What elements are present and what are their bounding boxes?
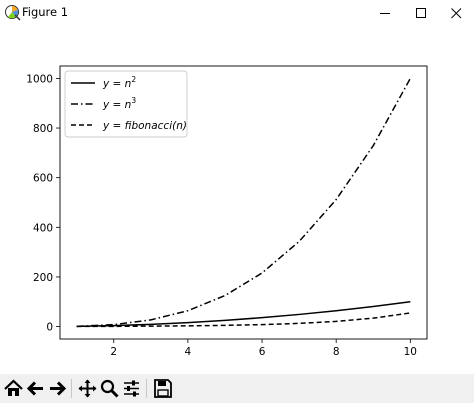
- y-tick-label: 400: [33, 222, 53, 234]
- y-tick-label: 800: [33, 123, 53, 135]
- back-button[interactable]: [25, 378, 46, 399]
- configure-subplots-icon: [124, 380, 139, 397]
- title-bar: Figure 1: [0, 0, 474, 26]
- pan-icon: [78, 379, 97, 398]
- configure-subplots-button[interactable]: [121, 378, 142, 399]
- legend-label-3: y = fibonacci(n): [102, 120, 187, 132]
- x-tick-label: 2: [110, 346, 117, 358]
- pan-button[interactable]: [77, 378, 98, 399]
- forward-arrow-icon: [50, 381, 67, 396]
- close-button[interactable]: [438, 0, 474, 26]
- x-tick-label: 8: [333, 346, 340, 358]
- minimize-icon: [380, 13, 390, 14]
- minimize-button[interactable]: [367, 0, 403, 26]
- legend-label-2: y = n3: [102, 96, 136, 111]
- maximize-button[interactable]: [403, 0, 439, 26]
- y-tick-label: 0: [46, 322, 53, 334]
- figure-canvas[interactable]: 2 4 6 8 10 0 200 400 600 800 1000 y = n2 y = n3 y = …: [0, 26, 474, 374]
- x-tick-label: 4: [185, 346, 192, 358]
- x-tick-label: 10: [404, 346, 417, 358]
- matplotlib-icon: [5, 5, 21, 21]
- series-line-1: [76, 301, 411, 328]
- toolbar-separator: [146, 379, 147, 398]
- legend-box: [64, 70, 188, 138]
- y-tick-label: 1000: [26, 73, 53, 85]
- back-arrow-icon: [26, 381, 43, 396]
- home-icon: [4, 379, 23, 396]
- save-button[interactable]: [152, 378, 173, 399]
- close-icon: [451, 8, 462, 19]
- zoom-button[interactable]: [99, 378, 120, 399]
- toolbar-separator: [71, 379, 72, 398]
- home-button[interactable]: [3, 378, 24, 399]
- window-title: Figure 1: [22, 5, 69, 19]
- maximize-icon: [416, 8, 426, 18]
- zoom-icon: [100, 379, 119, 398]
- x-tick-label: 6: [259, 346, 266, 358]
- series-line-2: [76, 78, 411, 328]
- save-icon: [154, 379, 172, 398]
- legend: y = n2 y = n3 y = fibonacci(n): [64, 70, 188, 138]
- y-tick-label: 200: [33, 272, 53, 284]
- forward-button[interactable]: [47, 378, 68, 399]
- navigation-toolbar: [0, 374, 474, 403]
- y-tick-label: 600: [33, 173, 53, 185]
- legend-label-1: y = n2: [102, 75, 136, 90]
